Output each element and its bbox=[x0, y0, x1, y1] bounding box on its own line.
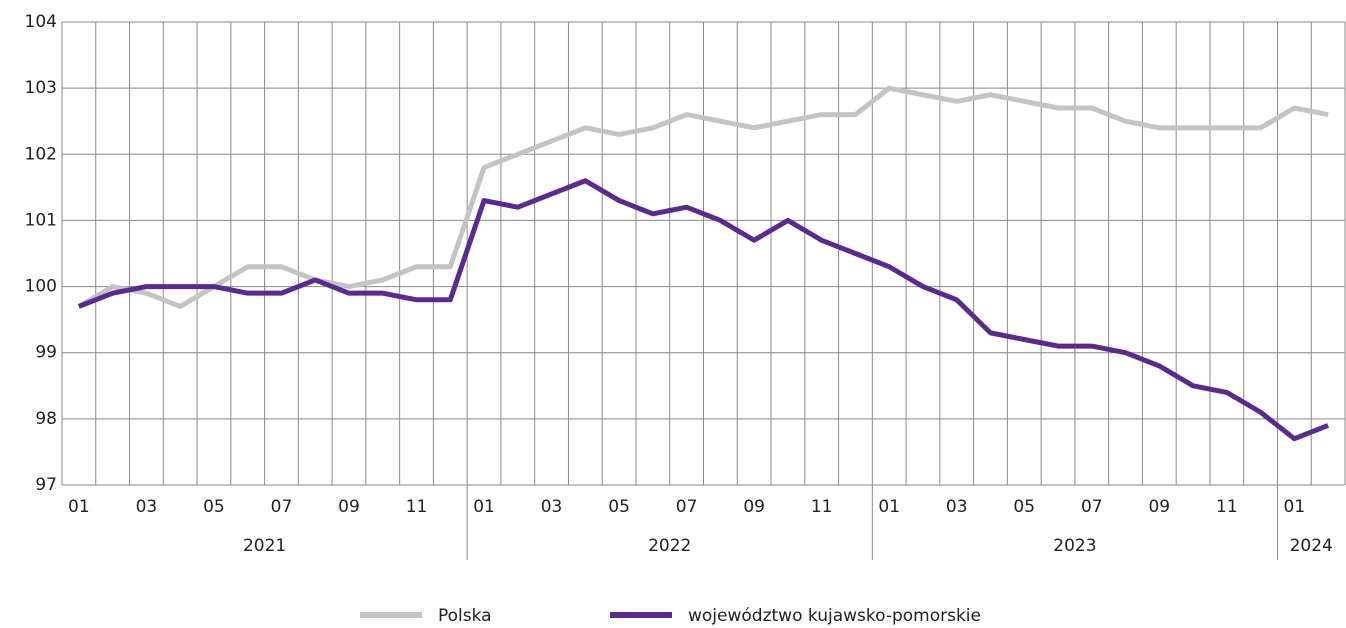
x-tick-label: 07 bbox=[271, 497, 293, 517]
x-tick-label: 07 bbox=[676, 497, 698, 517]
y-tick-label: 104 bbox=[25, 12, 57, 32]
x-tick-label: 05 bbox=[1013, 497, 1035, 517]
x-tick-label: 01 bbox=[473, 497, 495, 517]
x-tick-label: 01 bbox=[878, 497, 900, 517]
x-tick-label: 01 bbox=[68, 497, 90, 517]
x-tick-label: 11 bbox=[1216, 497, 1238, 517]
y-tick-label: 97 bbox=[35, 475, 57, 495]
y-tick-label: 102 bbox=[25, 144, 57, 164]
x-tick-label: 09 bbox=[743, 497, 765, 517]
series-line bbox=[77, 85, 1329, 309]
x-tick-label: 09 bbox=[1148, 497, 1170, 517]
y-tick-label: 100 bbox=[25, 277, 57, 297]
x-tick-label: 11 bbox=[406, 497, 428, 517]
y-tick-label: 99 bbox=[35, 343, 57, 363]
x-tick-label: 05 bbox=[608, 497, 630, 517]
x-tick-label: 03 bbox=[541, 497, 563, 517]
x-tick-label: 03 bbox=[136, 497, 158, 517]
year-label: 2024 bbox=[1290, 536, 1333, 556]
x-tick-label: 03 bbox=[946, 497, 968, 517]
series-line bbox=[77, 178, 1330, 442]
y-tick-label: 98 bbox=[35, 409, 57, 429]
x-tick-label: 11 bbox=[811, 497, 833, 517]
y-tick-label: 101 bbox=[25, 210, 57, 230]
year-label: 2022 bbox=[648, 536, 691, 556]
year-label: 2023 bbox=[1053, 536, 1096, 556]
x-tick-label: 07 bbox=[1081, 497, 1103, 517]
x-tick-label: 09 bbox=[338, 497, 360, 517]
year-label: 2021 bbox=[243, 536, 286, 556]
x-tick-label: 01 bbox=[1284, 497, 1306, 517]
y-tick-label: 103 bbox=[25, 78, 57, 98]
x-tick-label: 05 bbox=[203, 497, 225, 517]
legend-label: województwo kujawsko-pomorskie bbox=[688, 606, 981, 626]
legend-label: Polska bbox=[438, 606, 492, 626]
